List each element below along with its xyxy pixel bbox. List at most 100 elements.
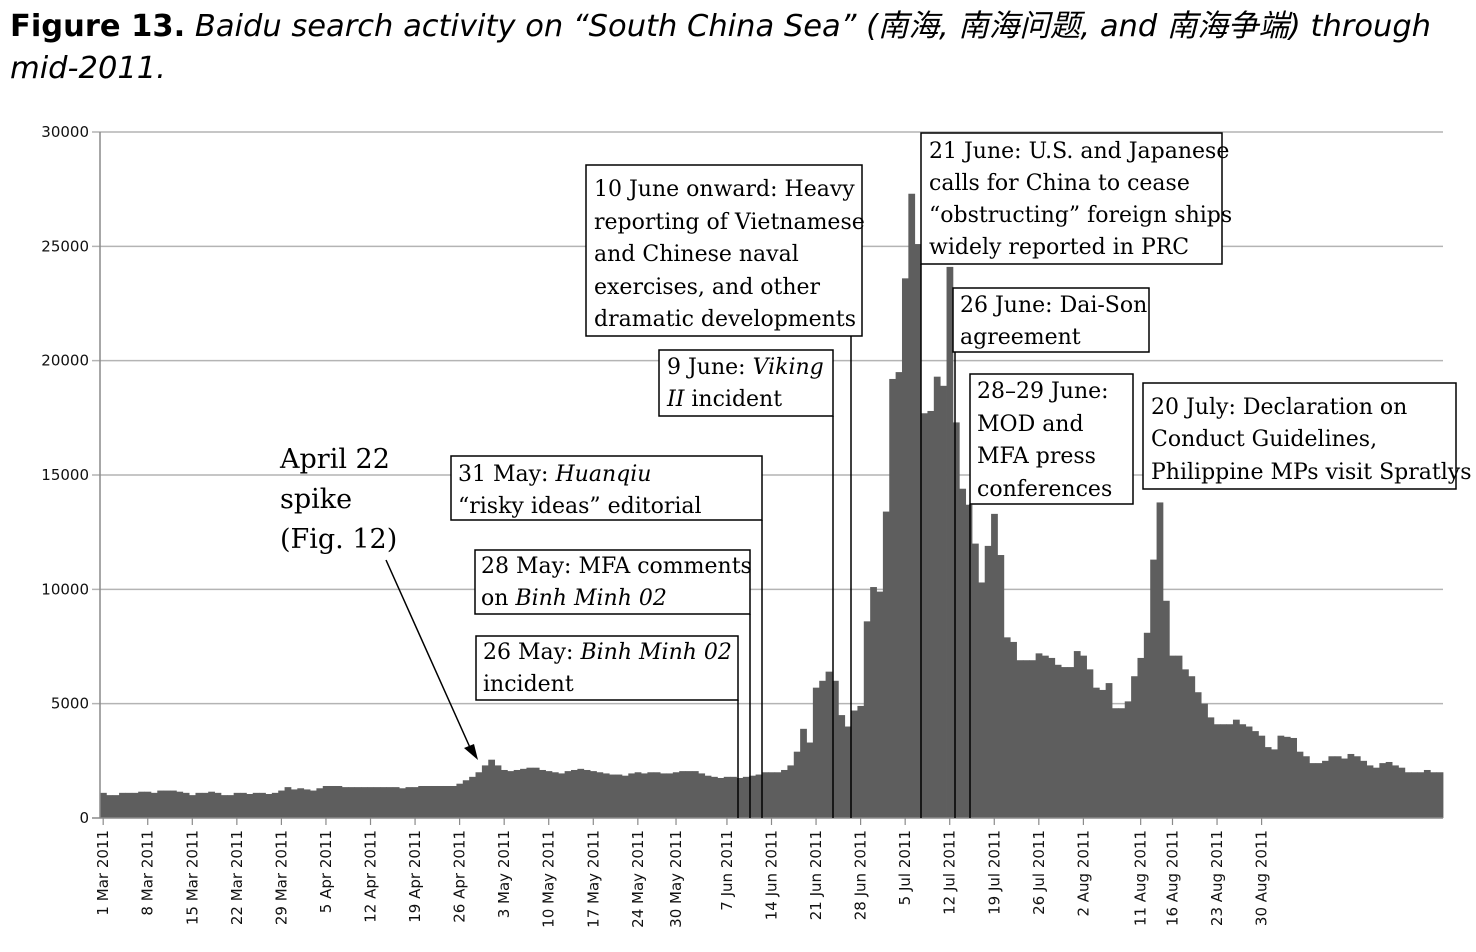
bar bbox=[876, 591, 884, 818]
bar bbox=[1430, 772, 1438, 818]
annotation-28-29-june: 28–29 June: MOD and MFA press conference… bbox=[969, 373, 1134, 505]
bar bbox=[189, 795, 196, 818]
bar bbox=[641, 773, 648, 818]
bar bbox=[1245, 726, 1253, 818]
bar bbox=[1372, 767, 1380, 818]
annotation-26-may: 26 May: Binh Minh 02 incident bbox=[475, 635, 739, 701]
annotation-april-22-line1: April 22 bbox=[279, 444, 390, 475]
x-tick-label: 19 Jul 2011 bbox=[985, 830, 1003, 915]
annotation-10-june-line5: dramatic developments bbox=[594, 307, 856, 332]
bar bbox=[1290, 737, 1297, 818]
bar bbox=[653, 772, 661, 818]
bar bbox=[679, 771, 686, 818]
x-tick-label: 5 Jul 2011 bbox=[896, 830, 914, 905]
annotation-26-june: 26 June: Dai-Son agreement bbox=[952, 287, 1150, 353]
annotation-10-june-line3: and Chinese naval bbox=[594, 242, 799, 267]
bar bbox=[348, 787, 355, 818]
x-tick-label: 16 Aug 2011 bbox=[1164, 830, 1182, 926]
bar bbox=[233, 792, 241, 818]
bar bbox=[341, 787, 349, 818]
bar bbox=[1328, 756, 1336, 818]
bar bbox=[1099, 689, 1107, 818]
bar bbox=[310, 790, 317, 818]
bar bbox=[367, 787, 375, 818]
bar bbox=[793, 751, 801, 818]
bar bbox=[316, 788, 324, 818]
bar bbox=[532, 767, 540, 818]
bar bbox=[946, 266, 954, 818]
bar bbox=[1092, 687, 1100, 818]
bar bbox=[1302, 756, 1310, 818]
x-tick-label: 1 Mar 2011 bbox=[94, 830, 112, 916]
annotation-10-june: 10 June onward: Heavy reporting of Vietn… bbox=[585, 164, 865, 337]
x-tick-label: 2 Aug 2011 bbox=[1074, 830, 1092, 917]
x-tick-label: 3 May 2011 bbox=[495, 830, 513, 918]
bar bbox=[1150, 559, 1157, 818]
bar bbox=[857, 705, 865, 818]
bar bbox=[290, 789, 298, 818]
bar bbox=[475, 772, 483, 818]
bar bbox=[252, 792, 260, 818]
bar bbox=[1277, 735, 1285, 818]
annotation-10-june-line2: reporting of Vietnamese bbox=[594, 210, 865, 235]
bar bbox=[1436, 772, 1444, 818]
bar bbox=[450, 785, 457, 818]
figure-caption: Figure 13. Baidu search activity on “Sou… bbox=[10, 6, 1470, 90]
annotation-31-may-line2: “risky ideas” editorial bbox=[458, 494, 702, 519]
bar bbox=[965, 504, 973, 818]
bar bbox=[481, 765, 489, 818]
bar bbox=[774, 772, 782, 818]
annotation-21-june-line2: calls for China to cease bbox=[929, 171, 1190, 196]
bar bbox=[1404, 772, 1412, 818]
bar bbox=[1086, 669, 1094, 818]
bar bbox=[144, 791, 152, 818]
bar bbox=[704, 775, 712, 818]
y-tick-label: 30000 bbox=[41, 123, 89, 141]
bar bbox=[100, 792, 107, 818]
bar bbox=[284, 787, 292, 818]
bar bbox=[558, 773, 566, 818]
annotation-20-july-line2: Conduct Guidelines, bbox=[1151, 427, 1377, 452]
bar bbox=[373, 787, 381, 818]
x-tick-label: 12 Apr 2011 bbox=[362, 830, 380, 923]
x-tick-label: 24 May 2011 bbox=[629, 830, 647, 928]
bar bbox=[125, 792, 133, 818]
bar bbox=[571, 769, 578, 818]
bar bbox=[227, 795, 235, 818]
bar bbox=[1124, 701, 1132, 818]
bar bbox=[392, 787, 400, 818]
bar bbox=[1207, 717, 1215, 818]
bar bbox=[564, 771, 572, 818]
bar bbox=[469, 776, 476, 818]
bar bbox=[901, 278, 909, 819]
x-tick-label: 8 Mar 2011 bbox=[139, 830, 157, 916]
bar bbox=[742, 776, 750, 818]
annotation-31-may: 31 May: Huanqiu “risky ideas” editorial bbox=[450, 455, 763, 521]
bar bbox=[1175, 655, 1183, 818]
bar bbox=[418, 785, 426, 818]
bar bbox=[303, 789, 311, 818]
bar bbox=[1411, 772, 1418, 818]
bar bbox=[1029, 660, 1037, 818]
annotation-10-june-line1: 10 June onward: Heavy bbox=[594, 177, 855, 202]
bar bbox=[959, 488, 967, 818]
april-22-arrow-head bbox=[464, 744, 478, 760]
annotation-31-may-line1: 31 May: Huanqiu bbox=[458, 462, 651, 487]
bar bbox=[265, 793, 273, 818]
bar bbox=[1143, 632, 1151, 818]
bar bbox=[800, 728, 807, 818]
bar bbox=[1105, 683, 1113, 818]
bar bbox=[972, 543, 979, 818]
bar bbox=[1067, 667, 1075, 818]
bar bbox=[500, 769, 508, 818]
bar bbox=[914, 244, 922, 819]
y-tick-label: 0 bbox=[79, 809, 89, 827]
bar bbox=[1232, 719, 1240, 818]
bar bbox=[736, 777, 744, 818]
bar bbox=[551, 772, 559, 818]
annotation-26-may-line2: incident bbox=[483, 672, 574, 697]
bar bbox=[590, 771, 597, 818]
y-tick-label: 5000 bbox=[51, 695, 89, 713]
x-tick-label: 19 Apr 2011 bbox=[406, 830, 424, 923]
